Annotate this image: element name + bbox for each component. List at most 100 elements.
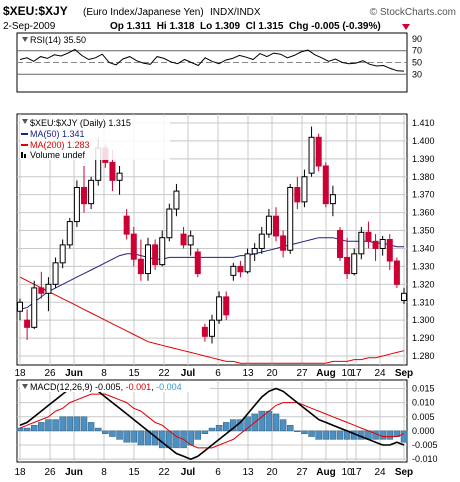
x-tick-label: 10 (341, 467, 353, 478)
rsi-marker-icon (22, 37, 28, 42)
rsi-tick-label: 50 (412, 58, 422, 68)
macd-histogram-bar (52, 419, 59, 432)
rsi-tick-label: 30 (412, 69, 422, 79)
candle-body (379, 239, 386, 249)
candle (194, 248, 201, 278)
candle (301, 169, 308, 208)
x-tick-label: 20 (266, 467, 278, 478)
macd-histogram-bar (215, 424, 223, 432)
candle-body (123, 215, 130, 235)
rsi-panel: 90 70 50 30 RSI(14) 35.50 (16, 32, 422, 93)
instrument-name: (Euro Index/Japanese Yen) (83, 7, 204, 18)
x-tick-label: 27 (296, 368, 308, 379)
rsi-series-line (19, 48, 405, 72)
macd-histogram-bar (294, 430, 301, 432)
candle-body (301, 176, 308, 203)
candle-body (344, 256, 351, 275)
x-tick-label: 15 (128, 368, 140, 379)
x-tick-label: 22 (158, 467, 170, 478)
macd-histogram-bar (116, 430, 123, 440)
candle (379, 235, 386, 256)
x-tick-label: Jun (65, 467, 83, 478)
candle-body (88, 179, 95, 205)
candle-body (180, 233, 187, 246)
x-tick-label: Jul (181, 368, 196, 379)
candle (401, 287, 407, 305)
x-tick-label: 26 (44, 467, 56, 478)
candle-body (265, 215, 272, 235)
candle-body (45, 283, 52, 294)
price-legend: $XEU:$XJY (Daily) 1.315 MA(50) 1.341 MA(… (20, 116, 170, 160)
candle (130, 226, 137, 267)
candle (273, 207, 279, 242)
candle-body (308, 136, 315, 174)
macd-histogram-bar (80, 416, 88, 432)
x-tick-label: 18 (14, 467, 26, 478)
legend-bg (20, 116, 170, 160)
candle-body (322, 165, 329, 205)
macd-histogram-bar (308, 430, 315, 437)
macd-tick-label: -0.010 (412, 454, 438, 464)
macd-tick-label: 0.010 (412, 398, 435, 408)
candle-body (287, 187, 294, 251)
x-tick-label: Sep (395, 467, 413, 478)
candle-body (130, 233, 137, 260)
candle-body (137, 258, 144, 275)
price-tick-label: 1.340 (412, 243, 435, 253)
price-tick-label: 1.280 (412, 351, 435, 361)
candle-body (209, 319, 215, 337)
macd-histogram-bar (137, 430, 145, 446)
candle-body (73, 187, 80, 223)
macd-separator: , (151, 382, 156, 392)
candle-body (31, 287, 38, 328)
x-tick-label: 6 (215, 368, 221, 379)
candle-body (358, 231, 365, 255)
candle-body (393, 260, 400, 285)
candle-body (280, 235, 287, 251)
candle (223, 291, 230, 321)
candle-body (351, 253, 358, 275)
x-tick-label: 22 (158, 368, 170, 379)
candle-body (294, 187, 301, 203)
macd-histogram-bar (400, 430, 408, 443)
macd-histogram-bar (201, 430, 209, 434)
macd-histogram-bar (379, 430, 386, 440)
x-tick-label: 15 (128, 467, 140, 478)
macd-histogram-bar (45, 419, 52, 432)
candlestick-series (17, 126, 407, 344)
x-tick-label: 27 (296, 467, 308, 478)
x-tick-label: 18 (14, 368, 26, 379)
x-tick-label: 8 (101, 467, 107, 478)
macd-title-bg (20, 382, 210, 392)
candle (81, 165, 87, 213)
macd-marker-icon (22, 384, 28, 389)
price-axis: 1.410 1.400 1.390 1.380 1.370 1.360 1.350 1.340… (412, 118, 435, 361)
macd-tick-label: 0.015 (412, 383, 435, 393)
candle-body (258, 233, 265, 249)
price-tick-label: 1.300 (412, 315, 435, 325)
candle-body (109, 161, 116, 181)
candle (180, 226, 187, 249)
candle-body (145, 244, 151, 275)
candle-body (273, 215, 279, 237)
candle (59, 239, 66, 269)
candle (38, 271, 45, 299)
macd-histogram-bar (244, 416, 251, 432)
macd-histogram-bar (73, 416, 81, 432)
macd-tick-label: 0.005 (412, 412, 435, 422)
macd-histogram-bar (16, 427, 24, 432)
candle (287, 183, 294, 254)
macd-histogram-bar (158, 430, 166, 449)
candle (17, 298, 23, 321)
macd-histogram-bar (38, 422, 45, 432)
macd-label: MACD(12,26,9) (30, 382, 93, 392)
macd-signal-value: -0.001 (126, 382, 152, 392)
candle-body (251, 247, 258, 255)
candle (166, 203, 173, 242)
rsi-title: RSI(14) 35.50 (30, 35, 86, 45)
candle (258, 226, 265, 254)
price-tick-label: 1.310 (412, 297, 435, 307)
candle (294, 176, 301, 210)
